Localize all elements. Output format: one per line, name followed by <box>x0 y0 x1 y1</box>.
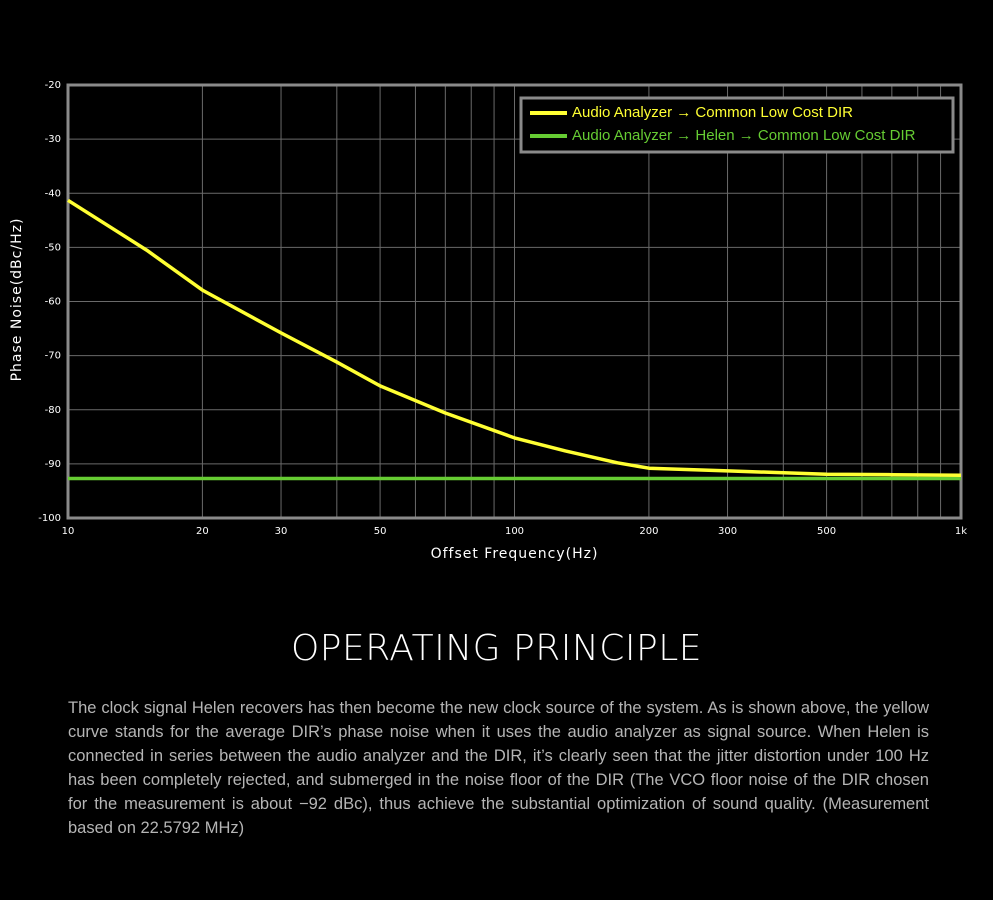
x-tick-label: 300 <box>718 526 737 537</box>
y-tick-label: -60 <box>45 297 61 308</box>
x-tick-label: 100 <box>505 526 524 537</box>
x-tick-label: 50 <box>374 526 387 537</box>
series-line <box>67 198 962 477</box>
x-tick-label: 20 <box>196 526 209 537</box>
y-tick-label: -80 <box>45 405 61 416</box>
y-tick-label: -50 <box>45 242 61 253</box>
y-tick-label: -40 <box>45 188 61 199</box>
section-title: OPERATING PRINCIPLE <box>290 628 703 669</box>
x-tick-label: 200 <box>639 526 658 537</box>
x-tick-label: 30 <box>275 526 288 537</box>
chart: 10 20 30 50 100 200 300 500 1k -100 -90 -80 -70 -60 -5… <box>9 80 967 562</box>
plot-frame <box>66 83 963 520</box>
y-tick-label: -30 <box>45 134 61 145</box>
y-tick-label: -70 <box>45 351 61 362</box>
legend-label: Audio Analyzer → Common Low Cost DIR <box>572 104 853 121</box>
y-axis-label: Phase Noise(dBc/Hz) <box>9 218 25 382</box>
legend-box <box>519 96 955 154</box>
x-axis-label: Offset Frequency(Hz) <box>431 546 599 562</box>
y-tick-label: -100 <box>38 513 61 524</box>
x-tick-label: 500 <box>817 526 836 537</box>
legend-label: Audio Analyzer → Helen → Common Low Cost… <box>572 127 916 144</box>
x-tick-label: 1k <box>955 526 967 537</box>
section-text: The clock signal Helen recovers has then… <box>68 699 929 837</box>
y-tick-label: -90 <box>45 459 61 470</box>
y-tick-label: -20 <box>45 80 61 91</box>
x-tick-label: 10 <box>62 526 75 537</box>
